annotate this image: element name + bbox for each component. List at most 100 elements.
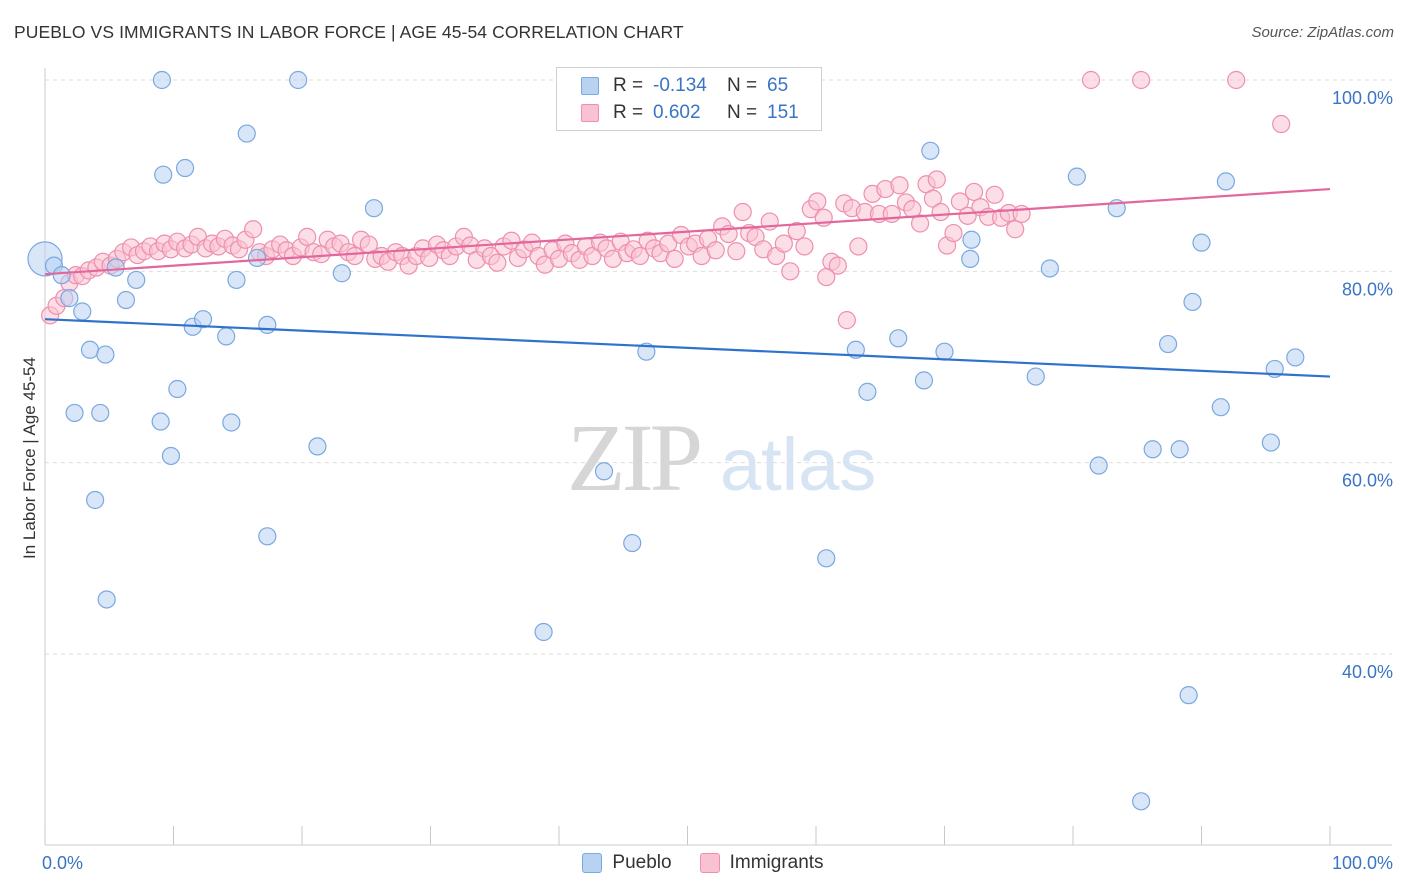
pueblo-point <box>217 327 236 346</box>
pueblo-point <box>332 264 351 283</box>
series-legend: Pueblo Immigrants <box>0 852 1406 874</box>
pueblo-point <box>80 340 100 359</box>
x-tick-label-min: 0.0% <box>42 853 83 873</box>
immigrants-trend-line <box>44 187 1331 276</box>
pueblo-point <box>86 490 105 510</box>
pueblo-point <box>1143 440 1162 459</box>
y-tick-label: 60.0% <box>1342 471 1393 491</box>
immigrants-point <box>1081 70 1101 90</box>
pueblo-point <box>227 270 246 290</box>
immigrants-point <box>1227 70 1246 90</box>
legend-row-immigrants: R = 0.602 N = 151 <box>581 101 799 125</box>
pueblo-point <box>817 549 836 568</box>
immigrants-point <box>931 202 950 222</box>
legend-swatch-pueblo <box>581 77 599 95</box>
pueblo-point <box>127 270 146 290</box>
source-credit: Source: ZipAtlas.com <box>1251 24 1394 41</box>
immigrants-point <box>958 206 977 225</box>
pueblo-point <box>258 527 277 546</box>
series-name-immigrants: Immigrants <box>729 852 824 873</box>
pueblo-point <box>96 345 115 364</box>
pueblo-point <box>846 340 865 359</box>
chart-title: PUEBLO VS IMMIGRANTS IN LABOR FORCE | AG… <box>14 22 684 42</box>
axis-layer <box>44 68 1392 846</box>
pueblo-point <box>151 412 170 431</box>
immigrants-point <box>774 234 793 253</box>
pueblo-point <box>116 290 136 310</box>
immigrants-point <box>849 237 868 256</box>
pueblo-point <box>289 70 308 90</box>
series-name-pueblo: Pueblo <box>612 852 672 873</box>
pueblo-point <box>534 622 553 642</box>
immigrants-point <box>583 246 602 266</box>
pueblo-point <box>594 462 614 481</box>
pueblo-point <box>152 70 172 90</box>
pueblo-point <box>193 310 213 329</box>
immigrants-point <box>890 176 909 195</box>
pueblo-point <box>1067 167 1086 186</box>
legend-swatch-immigrants <box>581 104 599 122</box>
grid-layer <box>45 79 1392 655</box>
immigrants-point <box>817 267 836 287</box>
immigrants-point <box>882 204 901 224</box>
series-swatch-immigrants <box>699 853 720 873</box>
pueblo-point <box>154 165 173 184</box>
pueblo-point <box>889 329 908 348</box>
pueblo-point <box>65 403 84 423</box>
pueblo-point <box>364 199 384 218</box>
immigrants-point <box>1006 220 1025 239</box>
immigrants-point <box>298 227 317 246</box>
pueblo-point <box>1211 398 1230 417</box>
immigrants-point <box>244 220 263 239</box>
pueblo-points <box>27 70 1305 811</box>
immigrants-point <box>781 262 800 281</box>
y-tick-label: 40.0% <box>1342 662 1393 682</box>
pueblo-point <box>1286 348 1305 367</box>
series-swatch-pueblo <box>582 853 603 873</box>
immigrants-point <box>1272 114 1291 134</box>
pueblo-point <box>1040 259 1059 278</box>
immigrants-point <box>787 222 806 241</box>
pueblo-point <box>106 258 125 277</box>
immigrants-point <box>1132 70 1151 90</box>
pueblo-point <box>637 342 656 361</box>
pueblo-point <box>858 382 877 401</box>
axis-labels: 40.0% 60.0% 80.0% 100.0% 0.0% 100.0% In Labor … <box>20 88 1393 873</box>
pueblo-point <box>175 158 195 178</box>
pueblo-point <box>168 379 187 399</box>
x-tick-label-max: 100.0% <box>1332 853 1393 873</box>
immigrants-point <box>828 256 847 275</box>
immigrants-point <box>795 237 814 256</box>
pueblo-point <box>914 371 934 390</box>
pueblo-point <box>935 342 954 361</box>
pueblo-point <box>921 141 940 160</box>
pueblo-point <box>623 533 642 553</box>
y-tick-label: 100.0% <box>1332 88 1393 108</box>
immigrants-point <box>345 246 364 266</box>
legend-n-value-immigrants: 151 <box>767 102 799 123</box>
pueblo-point <box>1216 172 1236 191</box>
immigrants-point <box>927 170 946 189</box>
immigrants-points <box>41 70 1291 330</box>
immigrants-point <box>944 223 963 243</box>
series-legend-immigrants: Immigrants <box>699 852 824 874</box>
pueblo-point <box>222 413 241 432</box>
immigrants-point <box>488 253 507 272</box>
immigrants-point <box>910 214 930 233</box>
immigrants-point <box>1012 204 1031 224</box>
pueblo-point <box>308 437 327 456</box>
series-legend-pueblo: Pueblo <box>582 852 672 874</box>
pueblo-point <box>1261 433 1280 452</box>
immigrants-point <box>964 182 984 202</box>
pueblo-point <box>962 230 981 249</box>
pueblo-point <box>1179 686 1198 705</box>
immigrants-point <box>706 241 725 260</box>
pueblo-point <box>60 289 79 308</box>
pueblo-point <box>1192 233 1211 252</box>
immigrants-point <box>733 202 752 222</box>
legend-r-value-pueblo: -0.134 <box>653 75 707 96</box>
pueblo-point <box>237 124 256 143</box>
immigrants-point <box>727 242 746 261</box>
immigrants-point <box>630 246 650 266</box>
